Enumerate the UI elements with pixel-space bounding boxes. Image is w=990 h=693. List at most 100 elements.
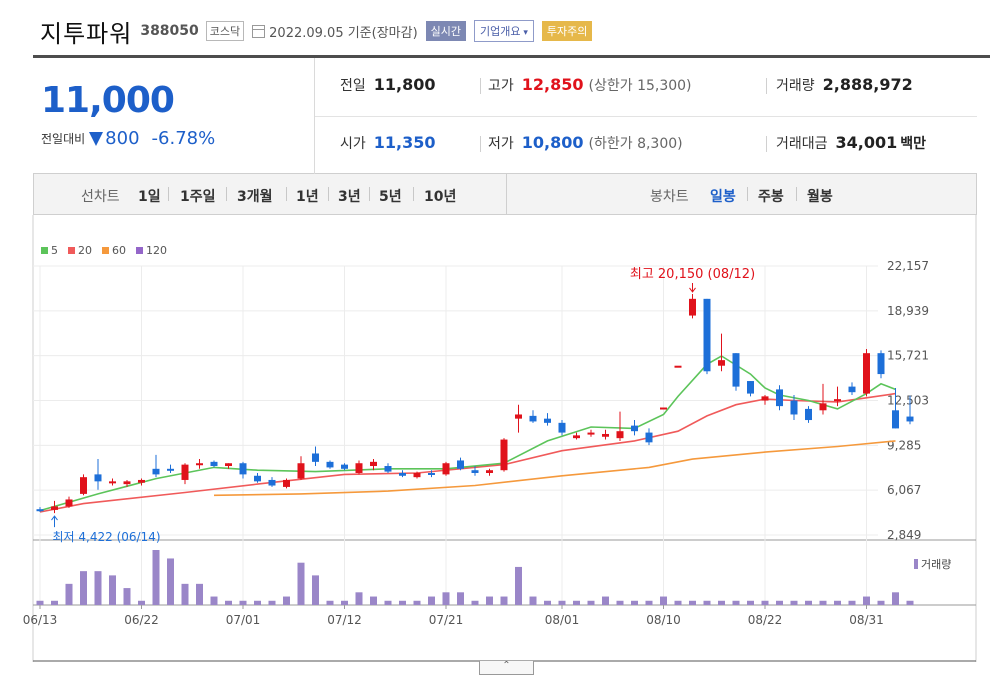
candle — [268, 477, 276, 487]
stat-label: 전일 — [340, 78, 366, 94]
realtime-button[interactable]: 실시간 — [425, 21, 467, 41]
candle-body — [413, 472, 421, 478]
stat-value: 34,001 — [835, 133, 898, 152]
candle-body — [283, 479, 290, 487]
legend-ma5[interactable]: 5 — [41, 244, 58, 257]
volume-bar — [152, 550, 160, 605]
volume-bar — [196, 583, 203, 605]
legend-label: 5 — [51, 244, 58, 257]
volume-bar — [573, 600, 580, 605]
volume-bar — [80, 571, 87, 605]
volume-bar — [123, 588, 131, 605]
candle — [471, 466, 479, 476]
lower-limit: (하한가 8,300) — [588, 136, 683, 152]
toolbar-divider — [506, 174, 507, 214]
toolbar-separator — [796, 187, 797, 201]
volume-bar — [819, 600, 827, 605]
candle — [428, 470, 435, 478]
candle-body — [457, 460, 464, 469]
stat-value: 12,850 — [521, 75, 584, 94]
candle — [703, 298, 711, 375]
candle-body — [703, 298, 711, 372]
x-tick-label: 08/10 — [646, 613, 681, 627]
candle — [631, 420, 638, 436]
candle — [283, 478, 290, 489]
volume-bar — [602, 596, 609, 605]
volume-bar — [297, 562, 305, 605]
candle-monthly[interactable]: 월봉 — [807, 189, 833, 205]
max-arrow-icon — [689, 287, 696, 293]
volume-bar — [51, 600, 58, 605]
x-tick-label: 06/13 — [23, 613, 58, 627]
y-tick-label: 2,849 — [887, 528, 921, 542]
period-toolbar: 선차트 1일 1주일 3개월 1년 3년 5년 10년 봉차트 일봉 주봉 월봉 — [33, 174, 977, 215]
candle-body — [196, 463, 203, 466]
period-1y[interactable]: 1년 — [296, 189, 319, 205]
x-tick-label: 07/21 — [429, 613, 464, 627]
candle — [892, 388, 899, 429]
candle-body — [834, 399, 841, 402]
ma-legend: 5 20 60 120 — [41, 244, 177, 257]
candle-body — [181, 464, 189, 480]
candle-body — [36, 509, 44, 512]
toolbar-separator — [369, 187, 370, 201]
period-3y[interactable]: 3년 — [338, 189, 361, 205]
candle — [834, 386, 841, 407]
legend-swatch — [136, 247, 143, 254]
collapse-chart-button[interactable]: ⌃ — [479, 661, 534, 675]
stat-label: 고가 — [488, 78, 514, 94]
candle — [515, 404, 522, 433]
legend-label: 120 — [146, 244, 167, 257]
legend-swatch — [102, 247, 109, 254]
candle — [167, 464, 174, 473]
volume-label: 거래량 — [921, 558, 951, 571]
company-overview-dropdown[interactable]: 기업개요 — [474, 20, 534, 42]
candle-weekly[interactable]: 주봉 — [758, 189, 784, 205]
period-10y[interactable]: 10년 — [424, 189, 457, 205]
ma20-line — [39, 392, 896, 513]
candle-body — [80, 477, 87, 494]
candle — [152, 454, 160, 478]
stat-value: 11,800 — [373, 75, 436, 94]
legend-ma20[interactable]: 20 — [68, 244, 92, 257]
period-3m[interactable]: 3개월 — [237, 189, 273, 205]
volume-bar — [239, 600, 247, 605]
volume-bar — [138, 600, 145, 605]
current-price-panel: 11,000 전일대비 800 -6.78% — [33, 58, 315, 174]
candle — [906, 395, 914, 425]
period-1d[interactable]: 1일 — [138, 189, 161, 205]
stat-label: 시가 — [340, 136, 366, 152]
x-tick-label: 08/01 — [545, 613, 580, 627]
volume-bar — [341, 600, 348, 605]
period-5y[interactable]: 5년 — [379, 189, 402, 205]
upper-limit: (상한가 15,300) — [588, 78, 692, 94]
candle-daily[interactable]: 일봉 — [710, 189, 736, 205]
candle-chart-label: 봉차트 — [650, 189, 689, 205]
volume-bar — [94, 571, 102, 605]
stat-separator — [766, 136, 767, 152]
change-label: 전일대비 — [41, 132, 86, 146]
volume-bar — [457, 592, 464, 605]
toolbar-separator — [286, 187, 287, 201]
y-tick-label: 9,285 — [887, 438, 921, 452]
candle — [848, 382, 856, 395]
candle-body — [471, 470, 479, 473]
candle-body — [602, 433, 609, 437]
candle-body — [892, 410, 899, 429]
candle-body — [428, 472, 435, 475]
legend-ma120[interactable]: 120 — [136, 244, 167, 257]
candle-body — [587, 432, 595, 435]
volume-bar — [718, 600, 725, 605]
candle — [413, 471, 421, 479]
price-change: 전일대비 800 -6.78% — [41, 128, 215, 149]
candle — [80, 474, 87, 496]
chevron-up-icon: ⌃ — [502, 660, 511, 671]
legend-ma60[interactable]: 60 — [102, 244, 126, 257]
candle-body — [65, 499, 73, 507]
toolbar-separator — [226, 187, 227, 201]
stat-label: 거래량 — [776, 78, 815, 94]
volume-bar — [906, 600, 914, 605]
volume-bar — [225, 600, 232, 605]
period-1w[interactable]: 1주일 — [180, 189, 216, 205]
current-price: 11,000 — [41, 80, 175, 121]
